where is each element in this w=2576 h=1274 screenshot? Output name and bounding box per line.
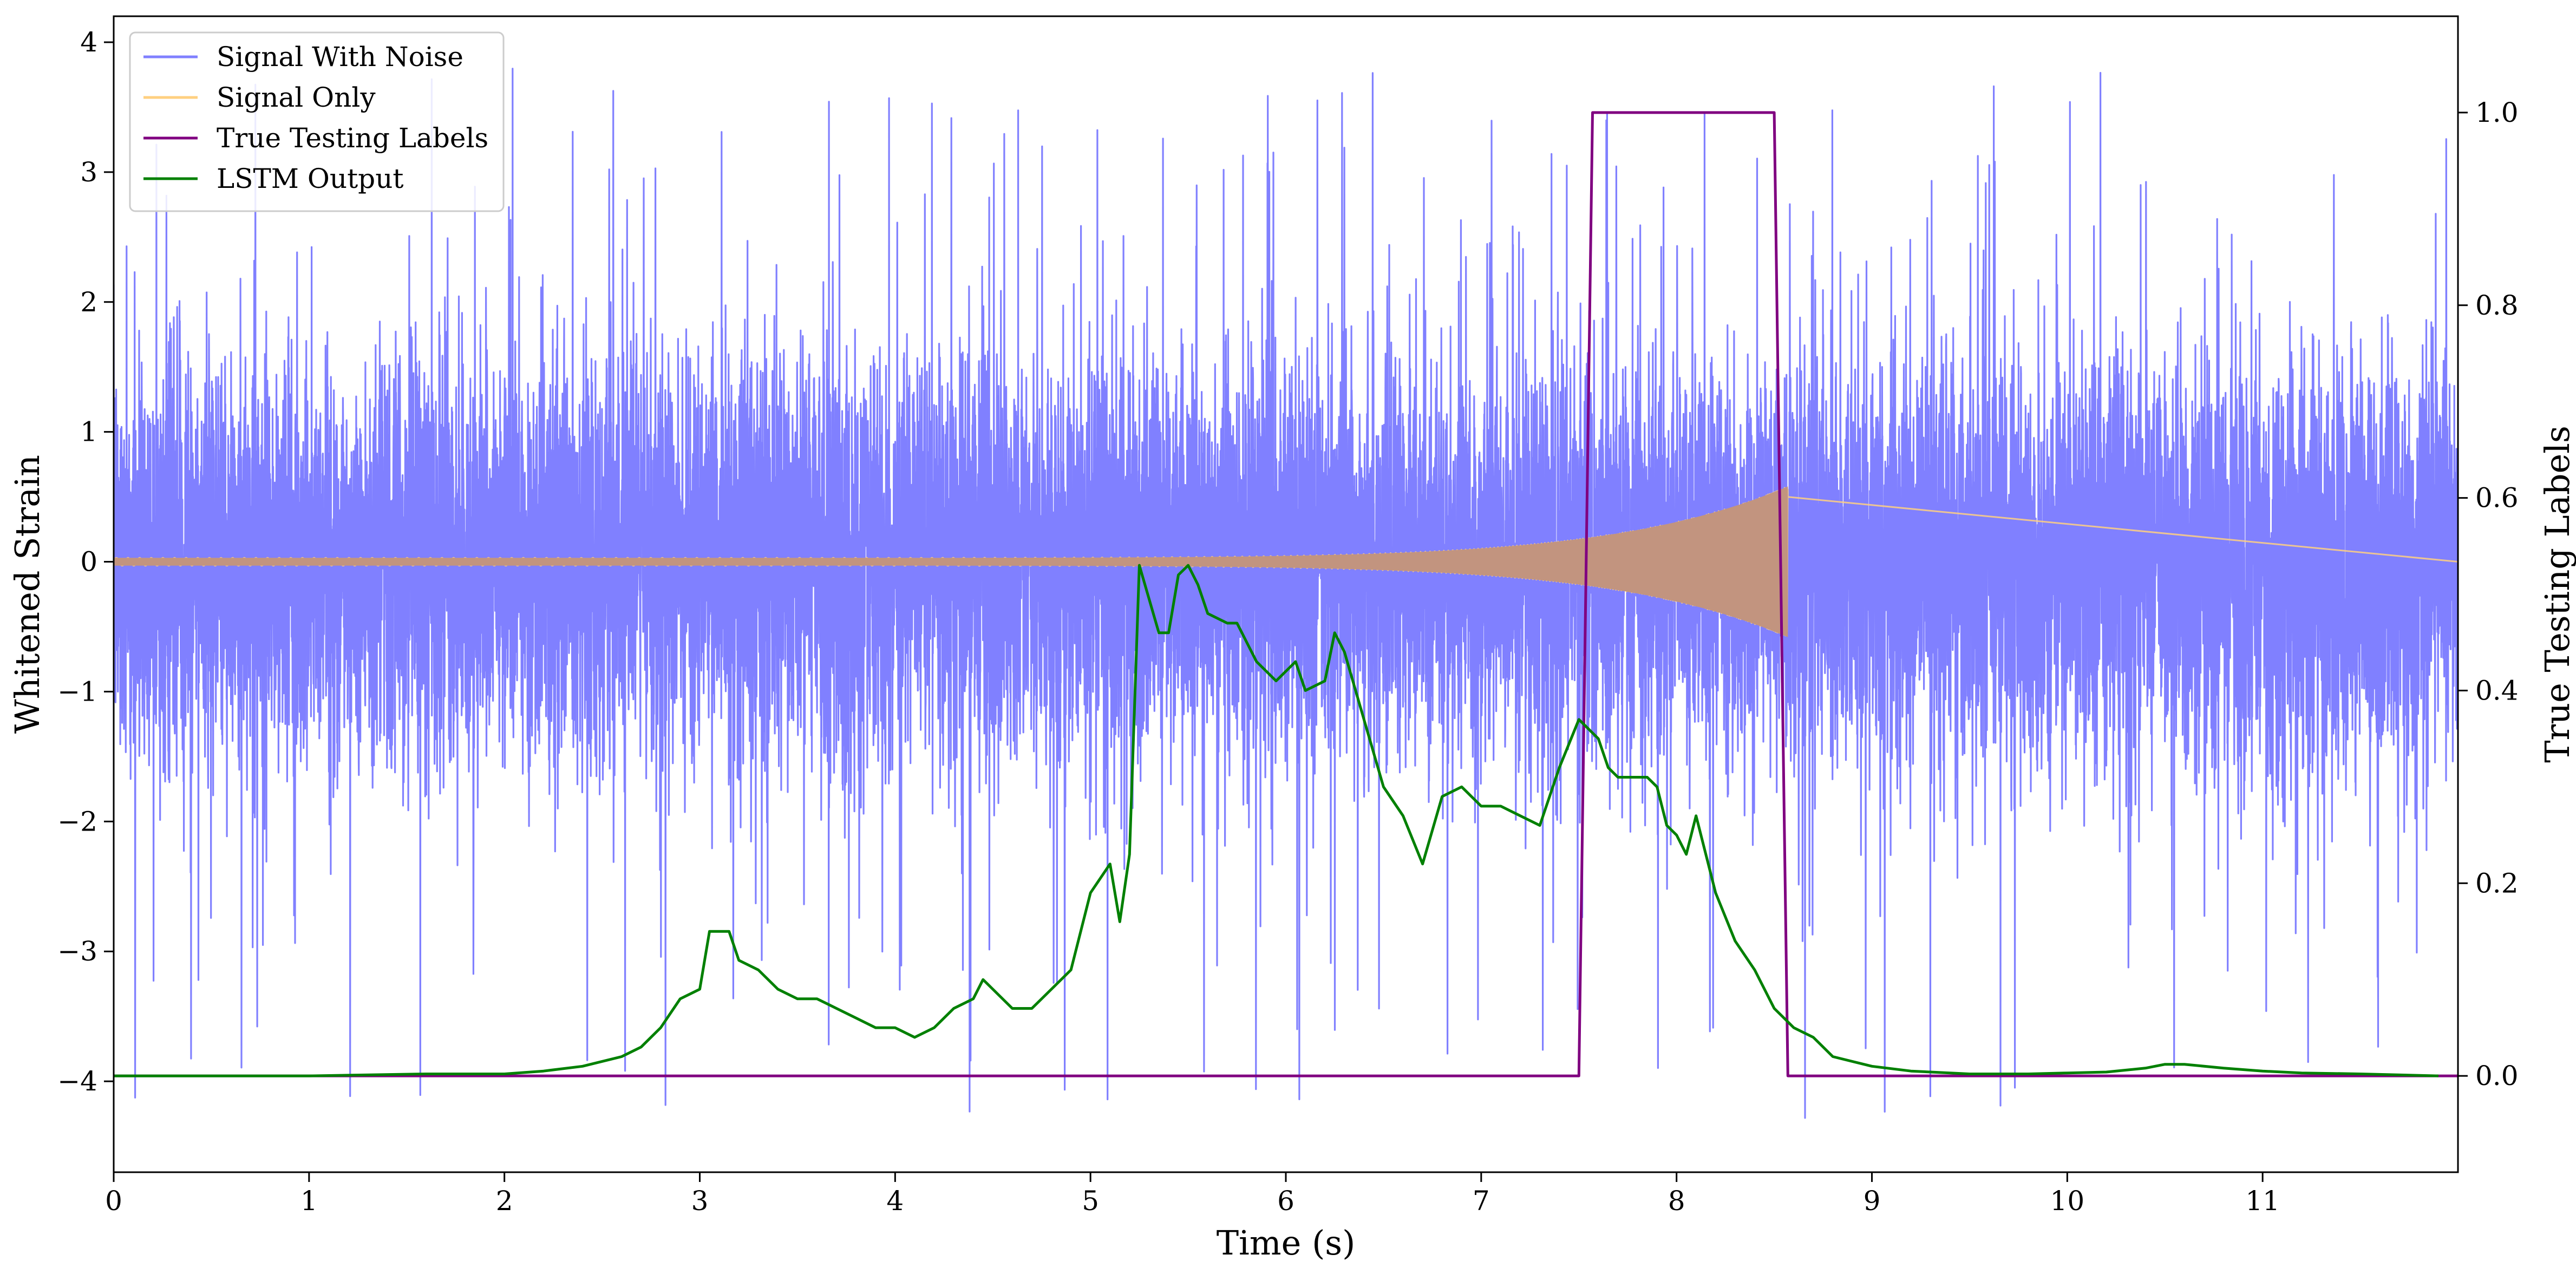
signal-only-envelope [114, 486, 1788, 637]
x-tick-label: 8 [1668, 1185, 1685, 1217]
plot-area [114, 68, 2458, 1119]
x-tick-label: 3 [691, 1185, 709, 1217]
y-right-tick-label: 0.8 [2475, 290, 2519, 321]
y-tick-label: −4 [57, 1066, 97, 1097]
y-tick-label: 0 [80, 546, 97, 578]
x-tick-label: 4 [886, 1185, 904, 1217]
y-axis-right: 1.0 0.8 0.6 0.4 0.2 0.0 [2458, 97, 2519, 1092]
y-right-tick-label: 0.0 [2475, 1060, 2519, 1092]
x-axis-title: Time (s) [1217, 1223, 1356, 1263]
y-right-tick-label: 0.2 [2475, 867, 2519, 899]
y-tick-label: −3 [57, 936, 97, 967]
x-tick-label: 5 [1082, 1185, 1099, 1217]
x-tick-label: 11 [2245, 1185, 2280, 1217]
y-right-tick-label: 1.0 [2475, 97, 2519, 128]
legend-label: Signal With Noise [217, 41, 463, 73]
series-lstm-output [114, 564, 2438, 1077]
legend-label: True Testing Labels [217, 122, 488, 154]
x-tick-label: 10 [2050, 1185, 2085, 1217]
y-axis-left: 4 3 2 1 0 −1 −2 −3 −4 [57, 27, 114, 1097]
x-tick-label: 0 [105, 1185, 122, 1217]
y-tick-label: −1 [57, 676, 97, 707]
y-right-tick-label: 0.6 [2475, 482, 2519, 514]
legend-box [129, 31, 505, 212]
series-true-testing-labels [114, 111, 2458, 1077]
x-tick-label: 1 [300, 1185, 318, 1217]
series-signal-with-noise [114, 68, 2458, 1119]
y-tick-label: 4 [80, 27, 97, 58]
x-tick-label: 2 [496, 1185, 513, 1217]
x-tick-label: 9 [1864, 1185, 1881, 1217]
y-tick-label: −2 [57, 806, 97, 837]
x-tick-label: 7 [1473, 1185, 1490, 1217]
y-tick-label: 3 [80, 156, 97, 188]
legend-label: Signal Only [217, 82, 376, 113]
legend: Signal With Noise Signal Only True Testing… [129, 31, 505, 212]
y-axis-right-title: True Testing Labels [2538, 426, 2576, 763]
y-axis-title: Whitened Strain [8, 455, 47, 734]
legend-label: LSTM Output [217, 163, 403, 194]
y-tick-label: 2 [80, 286, 97, 318]
x-tick-label: 6 [1277, 1185, 1294, 1217]
x-axis: 0 1 2 3 4 5 6 7 8 9 10 11 [105, 1172, 2280, 1217]
y-right-tick-label: 0.4 [2475, 675, 2519, 706]
y-tick-label: 1 [80, 416, 97, 448]
